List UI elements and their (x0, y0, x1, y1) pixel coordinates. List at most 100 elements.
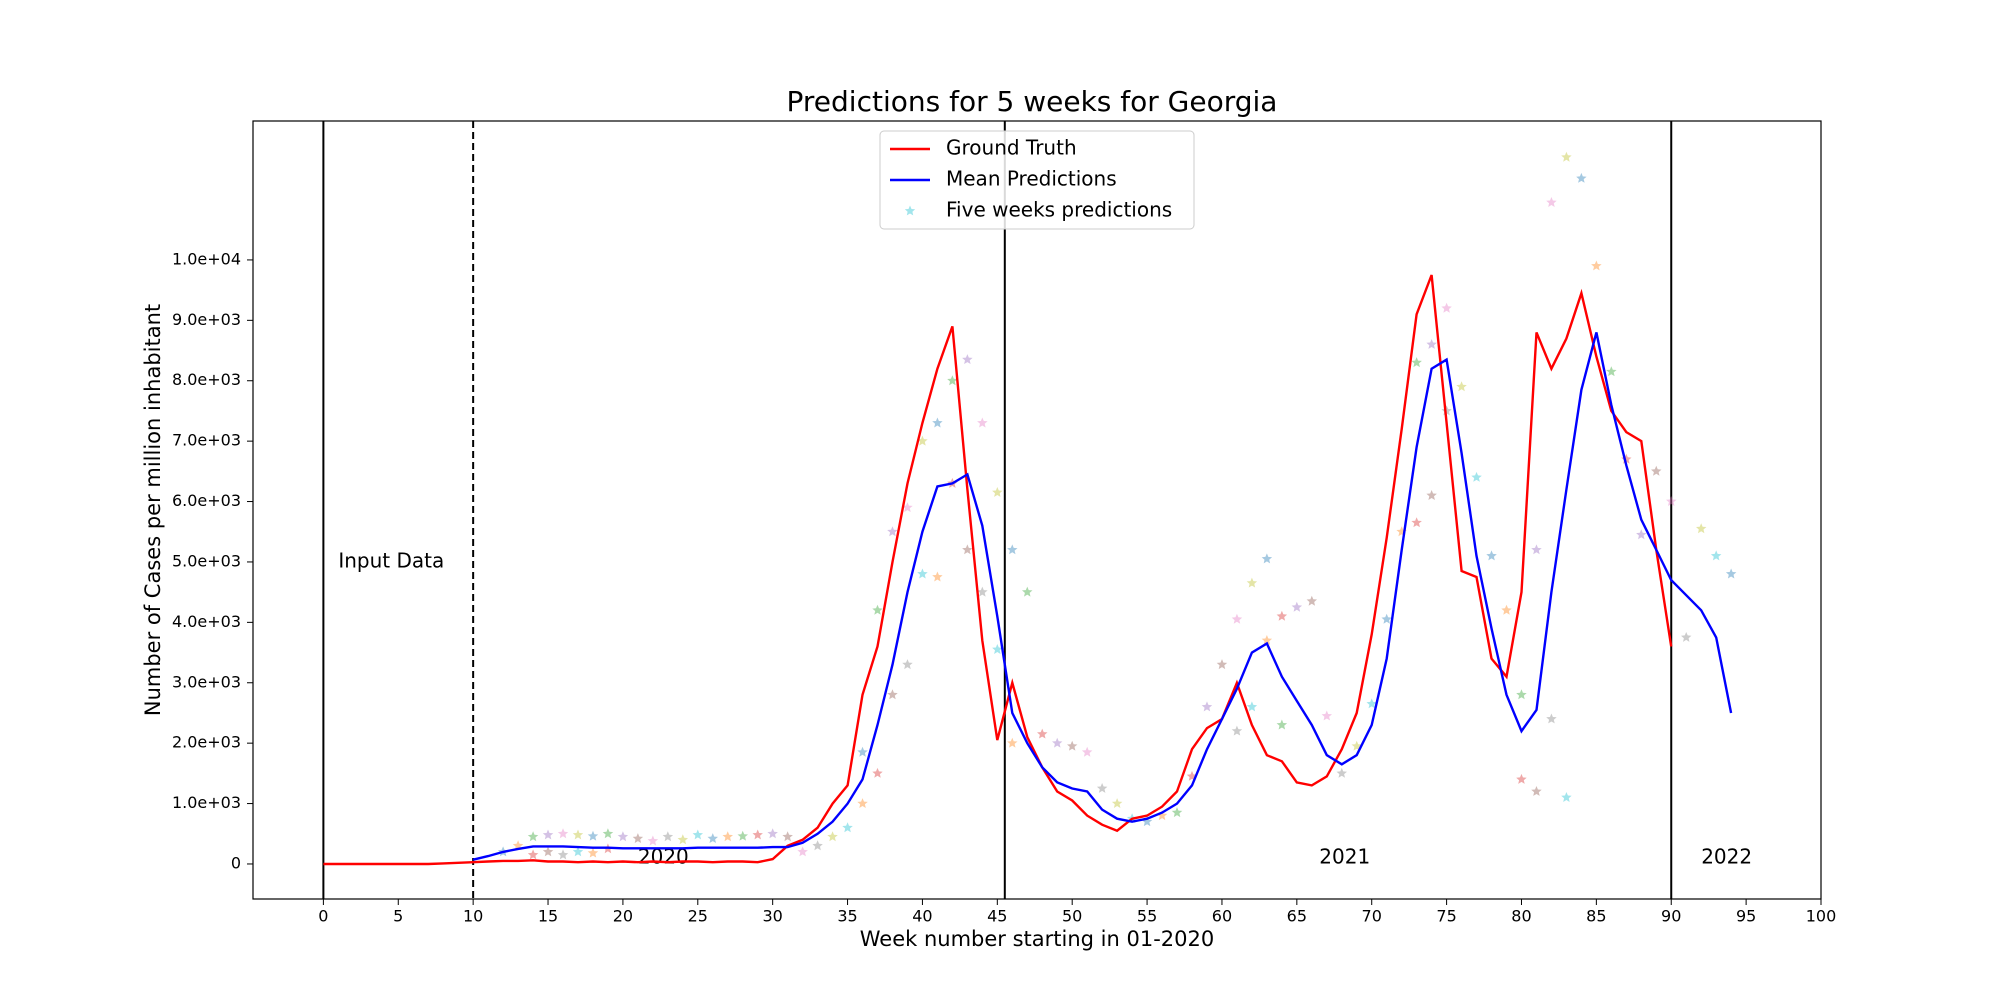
prediction-star (797, 846, 808, 857)
legend-marker (904, 205, 916, 216)
prediction-star (932, 571, 943, 582)
prediction-star (917, 435, 928, 446)
prediction-star (827, 831, 838, 842)
prediction-star (632, 833, 644, 843)
prediction-star (752, 829, 763, 840)
prediction-star (782, 831, 793, 842)
x-tick-label: 60 (1212, 907, 1232, 926)
prediction-star (1591, 260, 1602, 271)
x-tick-label: 85 (1586, 907, 1606, 926)
prediction-star (1366, 698, 1377, 709)
x-tick-label: 75 (1436, 907, 1456, 926)
prediction-star (647, 835, 659, 846)
x-tick-label: 70 (1362, 907, 1382, 926)
x-tick-label: 10 (463, 907, 483, 926)
prediction-star (1411, 357, 1422, 368)
prediction-star (1246, 701, 1258, 712)
x-tick-label: 50 (1062, 907, 1082, 926)
prediction-star (1381, 613, 1392, 624)
x-tick-label: 5 (393, 907, 403, 926)
legend-label: Five weeks predictions (946, 198, 1172, 222)
prediction-star (527, 831, 539, 842)
prediction-star (1201, 701, 1213, 712)
prediction-star (902, 502, 913, 512)
prediction-star (1276, 719, 1288, 730)
prediction-star (1007, 737, 1018, 748)
prediction-star (542, 846, 554, 857)
x-tick-label: 40 (912, 907, 932, 926)
prediction-star (1067, 740, 1078, 751)
series-line (323, 274, 1673, 866)
prediction-star (737, 830, 748, 841)
prediction-star (1261, 635, 1273, 645)
x-tick-label: 45 (987, 907, 1007, 926)
prediction-star (887, 526, 898, 537)
x-tick-label: 20 (613, 907, 633, 926)
y-tick-label: 6.0e+03 (172, 491, 241, 510)
prediction-star (1696, 523, 1707, 534)
legend-label: Mean Predictions (946, 167, 1117, 191)
prediction-star (1681, 632, 1692, 642)
prediction-star (707, 833, 718, 843)
prediction-star (1546, 197, 1557, 207)
prediction-star (1636, 529, 1647, 540)
prediction-star (557, 849, 569, 860)
prediction-star (1321, 710, 1332, 721)
chart-title: Predictions for 5 weeks for Georgia (787, 85, 1278, 118)
annotation: Input Data (338, 548, 444, 572)
prediction-star (1336, 767, 1347, 778)
prediction-star (602, 828, 614, 839)
prediction-star (917, 568, 928, 579)
prediction-star (1441, 405, 1452, 416)
x-tick-label: 90 (1661, 907, 1681, 926)
prediction-star (1231, 725, 1243, 736)
prediction-star (1216, 659, 1228, 670)
prediction-star (962, 544, 973, 555)
prediction-star (662, 831, 674, 842)
y-tick-label: 4.0e+03 (172, 612, 241, 631)
y-tick-label: 1.0e+03 (172, 793, 241, 812)
prediction-star (1081, 746, 1093, 757)
prediction-star (617, 831, 629, 842)
prediction-star (587, 830, 599, 841)
prediction-star (977, 417, 988, 428)
prediction-star (887, 689, 898, 700)
prediction-star (902, 659, 913, 670)
prediction-star (1231, 613, 1243, 624)
prediction-star (1156, 810, 1168, 821)
series-line (472, 332, 1733, 861)
prediction-star (992, 644, 1003, 654)
prediction-star (527, 849, 539, 860)
y-tick-label: 7.0e+03 (172, 431, 241, 450)
prediction-star (767, 828, 778, 839)
x-tick-label: 0 (318, 907, 328, 926)
prediction-star (1501, 604, 1512, 615)
prediction-star (587, 847, 599, 858)
prediction-star (557, 828, 569, 839)
prediction-star (872, 767, 883, 778)
prediction-star (1306, 595, 1317, 606)
prediction-star (572, 829, 584, 840)
prediction-star (1291, 601, 1303, 612)
y-tick-label: 0 (231, 853, 241, 872)
prediction-star (692, 829, 703, 840)
y-tick-label: 2.0e+03 (172, 733, 241, 752)
prediction-star (1516, 773, 1527, 784)
prediction-star (872, 604, 883, 615)
prediction-star (857, 746, 868, 757)
prediction-star (1007, 544, 1018, 555)
prediction-star (1606, 366, 1617, 377)
x-tick-label: 15 (538, 907, 558, 926)
prediction-star (1022, 586, 1033, 597)
prediction-star (947, 375, 958, 386)
prediction-star (1471, 471, 1482, 482)
prediction-star (1052, 737, 1063, 748)
plot-frame (252, 120, 1822, 900)
prediction-star (1576, 172, 1587, 183)
prediction-star (1441, 302, 1452, 313)
prediction-star (857, 798, 868, 808)
prediction-star (1171, 807, 1183, 818)
legend-label: Ground Truth (946, 136, 1077, 160)
x-tick-label: 95 (1736, 907, 1756, 926)
prediction-star (1561, 792, 1572, 802)
